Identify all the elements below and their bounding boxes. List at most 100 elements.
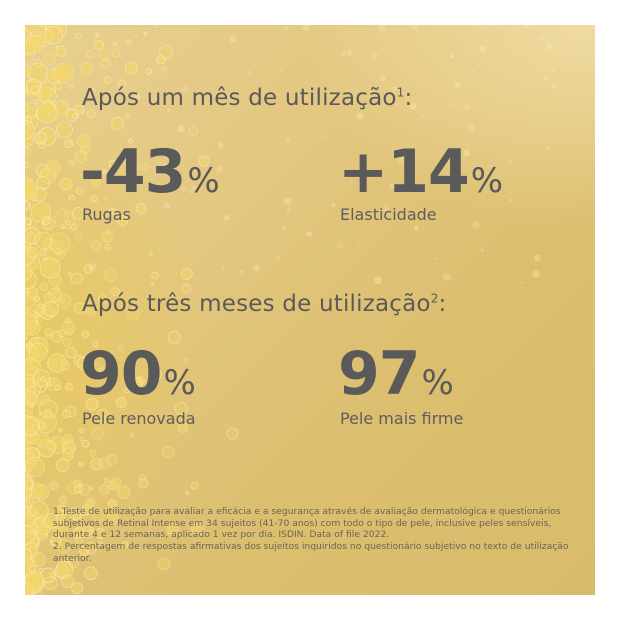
bubble: [523, 25, 530, 29]
bubble: [509, 191, 512, 195]
stat-firmer-skin-unit: %: [421, 363, 454, 403]
section1-footnote-marker: 1: [396, 85, 405, 100]
bubble: [48, 232, 71, 254]
bubble: [35, 411, 57, 434]
bubble: [550, 82, 556, 88]
stat-firmer-skin: 97%: [338, 344, 454, 404]
bubble: [54, 209, 75, 230]
bubble: [42, 51, 56, 65]
bubble: [533, 110, 537, 114]
bubble: [34, 303, 47, 316]
bubble: [25, 357, 41, 377]
bubble: [27, 85, 44, 101]
bubble: [90, 457, 103, 471]
bubble: [551, 67, 556, 73]
bubble: [26, 447, 41, 462]
bubble: [120, 121, 124, 124]
bubble: [62, 409, 71, 418]
bubble: [25, 486, 28, 493]
bubble: [25, 505, 30, 516]
bubble: [25, 557, 37, 577]
bubble: [43, 301, 59, 317]
bubble: [449, 101, 454, 107]
bubble: [60, 574, 74, 589]
bubble: [25, 217, 32, 230]
bubble: [25, 433, 35, 444]
bubble: [29, 564, 37, 573]
bubble: [106, 454, 118, 466]
bubble: [78, 428, 85, 434]
bubble: [283, 26, 289, 31]
bubble: [31, 85, 41, 95]
bubble: [25, 367, 40, 388]
bubble: [520, 281, 523, 284]
bubble: [40, 567, 56, 583]
bubble: [25, 586, 34, 595]
bubble: [27, 511, 42, 526]
bubble: [25, 41, 37, 54]
bubble: [44, 25, 63, 45]
bubble: [185, 490, 190, 495]
bubble: [25, 25, 41, 34]
bubble: [54, 564, 70, 579]
bubble: [55, 45, 67, 57]
bubble: [25, 114, 39, 130]
stat-renewed-skin-value: 90: [80, 339, 162, 409]
bubble: [226, 427, 239, 440]
bubble: [34, 232, 52, 250]
bubble: [65, 328, 74, 336]
bubble: [25, 227, 41, 245]
bubble: [153, 25, 158, 28]
section2-heading-suffix: :: [438, 291, 447, 317]
bubble: [36, 136, 44, 145]
footnote-2: 2. Percentagem de respostas afirmativas …: [53, 541, 569, 564]
bubble: [25, 250, 40, 271]
bubble: [543, 75, 550, 81]
bubble: [67, 271, 72, 276]
bubble: [25, 496, 35, 508]
bubble: [25, 45, 35, 65]
bubble: [25, 175, 34, 193]
bubble: [25, 289, 29, 296]
bubble: [509, 158, 513, 163]
bubble: [463, 102, 471, 111]
bubble: [545, 42, 553, 50]
bubble: [57, 427, 63, 433]
bubble: [442, 273, 451, 281]
bubble: [46, 376, 56, 386]
bubble: [103, 76, 111, 84]
bubble: [26, 35, 45, 54]
bubble: [124, 61, 138, 75]
bubble: [36, 419, 46, 430]
bubble: [25, 456, 45, 477]
bubble: [25, 296, 28, 302]
bubble: [25, 398, 32, 406]
bubble: [73, 479, 82, 489]
bubble: [151, 271, 159, 280]
bubble: [374, 276, 382, 284]
section1-heading-text: Após um mês de utilização: [82, 85, 397, 111]
bubble: [41, 25, 50, 29]
bubble: [40, 304, 55, 320]
bubble: [25, 414, 30, 424]
bubble: [60, 178, 72, 190]
bubble: [25, 306, 29, 314]
bubble: [25, 34, 41, 56]
bubble: [143, 31, 148, 36]
bubble: [36, 175, 50, 190]
bubble: [33, 131, 48, 145]
bubble: [435, 257, 439, 261]
bubble: [65, 405, 77, 418]
bubble: [26, 557, 34, 565]
bubble: [35, 84, 42, 91]
bubble: [63, 138, 74, 149]
bubble: [60, 438, 71, 450]
bubble: [25, 116, 33, 124]
bubble: [32, 516, 53, 536]
bubble: [340, 51, 346, 57]
bubble: [25, 452, 37, 472]
bubble: [72, 113, 78, 119]
bubble: [65, 108, 79, 122]
bubble: [471, 221, 480, 229]
bubble: [89, 449, 97, 457]
